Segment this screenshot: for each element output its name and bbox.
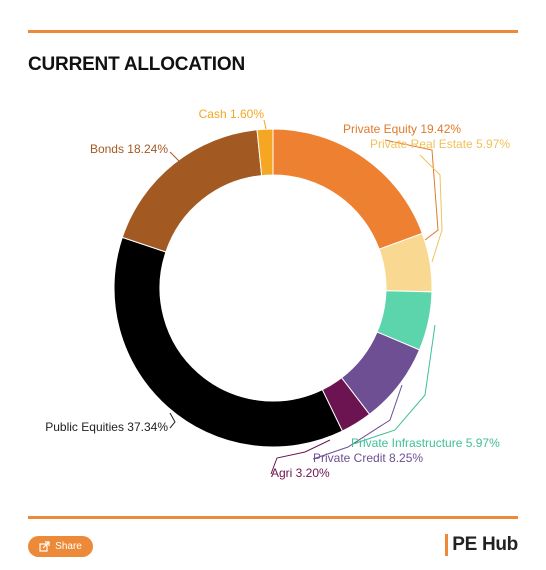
leader-line-cash (263, 119, 267, 130)
label-private-credit: Private Credit 8.25% (313, 451, 423, 465)
bottom-divider (28, 516, 518, 519)
leader-line-agri (270, 439, 331, 475)
leader-line-private-equity (384, 139, 439, 241)
top-divider (28, 30, 518, 33)
label-private-infrastructure: Private Infrastructure 5.97% (351, 436, 500, 450)
chart-title: CURRENT ALLOCATION (28, 54, 245, 75)
label-bonds: Bonds 18.24% (90, 142, 168, 156)
label-private-equity: Private Equity 19.42% (343, 122, 461, 136)
slice-cash[interactable] (256, 128, 274, 177)
share-icon (39, 541, 50, 552)
brand-bar (445, 534, 449, 556)
share-label: Share (55, 541, 82, 552)
donut-chart: Private Equity 19.42%Private Real Estate… (45, 107, 510, 480)
leader-line-private-real-estate (419, 154, 443, 263)
leader-line-public-equities (169, 412, 176, 429)
label-agri: Agri 3.20% (271, 466, 330, 480)
leader-line-bonds (169, 151, 181, 163)
label-public-equities: Public Equities 37.34% (45, 420, 168, 434)
brand-name: PE Hub (452, 534, 518, 555)
slice-public-equities[interactable] (113, 236, 344, 448)
leader-line-private-infrastructure (352, 324, 436, 445)
share-button[interactable]: Share (28, 536, 93, 557)
label-private-real-estate: Private Real Estate 5.97% (370, 137, 510, 151)
brand-logo: PE Hub (445, 534, 518, 556)
label-cash: Cash 1.60% (199, 107, 265, 121)
leader-line-private-credit (312, 384, 403, 460)
